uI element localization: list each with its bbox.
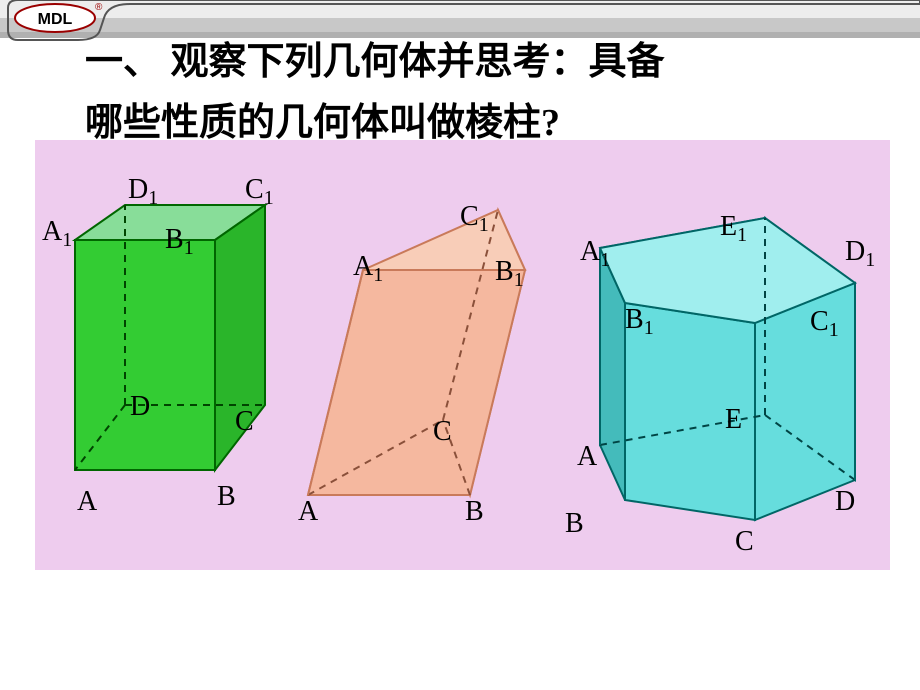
svg-text:A: A [577,441,598,472]
svg-text:B: B [565,508,584,539]
diagram-area: A1 B1 C1 D1 A B C D [35,140,890,570]
svg-text:B: B [465,496,484,527]
svg-text:D: D [835,486,855,517]
title-line1: 一、 观察下列几何体并思考：具备 [85,32,885,93]
svg-text:MDL: MDL [38,11,73,28]
svg-text:A: A [298,496,319,527]
svg-text:D: D [130,391,150,422]
svg-text:®: ® [95,2,103,13]
svg-text:C: C [735,526,754,557]
logo-text: MDL [38,11,73,28]
svg-text:C: C [433,416,452,447]
svg-text:E: E [725,404,742,435]
svg-text:C: C [235,406,254,437]
svg-text:A: A [77,486,98,517]
slide-title: 一、 观察下列几何体并思考：具备 哪些性质的几何体叫做棱柱? [85,32,885,154]
diagram-svg: A1 B1 C1 D1 A B C D [35,140,890,570]
slide: MDL ® 一、 观察下列几何体并思考：具备 哪些性质的几何体叫做棱柱? [0,0,920,690]
svg-text:B: B [217,481,236,512]
